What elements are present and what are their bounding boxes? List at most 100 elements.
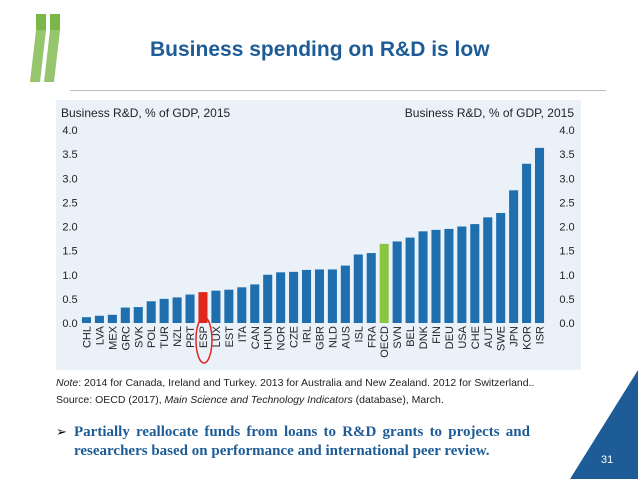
bar-pol [146,301,156,323]
bar-esp [198,292,208,323]
bar-deu [444,228,454,323]
y-tick-right: 1.0 [559,270,574,282]
x-tick-label: GBR [314,326,326,350]
note-label: Note [56,377,79,389]
bar-grc [120,307,130,323]
x-tick-label: KOR [522,326,534,350]
x-tick-label: EST [224,326,236,348]
page-number: 31 [601,454,614,466]
chart-note: Note: 2014 for Canada, Ireland and Turke… [56,375,586,409]
y-tick-left: 4.0 [62,125,77,137]
x-tick-label: SVN [392,326,404,349]
x-tick-label: ITA [237,325,249,342]
x-tick-label: CHE [470,326,482,349]
bar-oecd [379,243,389,323]
x-tick-label: NLD [327,326,339,348]
esp-highlight-circle [195,316,213,364]
y-tick-left: 2.5 [62,197,77,209]
bar-cze [289,271,299,323]
bar-isl [353,254,363,323]
x-tick-label: AUS [340,326,352,349]
y-tick-right: 2.0 [559,222,574,234]
bar-chl [81,317,92,323]
bar-est [224,289,234,323]
bar-irl [301,269,312,323]
y-tick-left: 0.5 [62,294,77,306]
x-tick-label: BEL [405,326,417,347]
bar-tur [159,298,169,323]
x-tick-label: PRT [185,326,197,348]
x-tick-label: SVK [133,325,145,348]
x-tick-label: TUR [159,326,171,349]
bar-che [470,224,480,323]
x-tick-label: LVA [94,325,106,345]
x-tick-label: JPN [509,326,521,347]
logo-stripe-4 [44,30,60,82]
y-tick-right: 2.5 [559,197,574,209]
bar-nld [327,269,337,323]
bar-mex [107,314,117,323]
bar-aut [483,217,493,323]
bar-chart: Business R&D, % of GDP, 2015 Business R&D… [61,106,575,364]
bar-fra [366,253,376,323]
y-tick-left: 3.0 [62,173,77,185]
y-tick-right: 0.5 [559,294,574,306]
bar-prt [185,294,195,323]
chart-panel: Business R&D, % of GDP, 2015 Business R&D… [56,100,581,370]
logo-stripe-1 [36,14,46,30]
y-tick-right: 0.0 [559,318,574,330]
bar-swe [496,212,506,323]
x-tick-label: ESP [198,326,210,348]
bar-nzl [172,297,182,323]
bar-jpn [509,190,519,323]
x-tick-label: OECD [379,326,391,358]
x-tick-label: CAN [250,326,262,349]
note-line: Note: 2014 for Canada, Ireland and Turke… [56,375,586,392]
title-divider [70,90,606,91]
oecd-logo [30,14,60,82]
y-tick-right: 3.5 [559,149,574,161]
bar-svk [133,307,143,323]
x-tick-label: CHL [81,326,93,348]
x-tick-label: SWE [496,326,508,351]
x-tick-label: FRA [366,325,378,348]
x-tick-label: DEU [444,326,456,349]
bar-isr [534,147,545,323]
source-suffix: (database), March. [352,394,444,406]
x-tick-label: FIN [431,326,443,344]
x-tick-label: CZE [289,326,301,348]
x-tick-label: IRL [302,326,314,343]
bullet-text: Partially reallocate funds from loans to… [74,424,530,459]
corner-decoration [570,370,638,479]
bar-bel [405,237,415,323]
slide-title: Business spending on R&D is low [150,38,490,61]
bar-aus [340,265,350,323]
bar-nor [276,272,286,323]
bar-dnk [418,231,428,323]
x-tick-label: GRC [120,326,132,351]
logo-stripe-3 [30,30,46,82]
x-tick-label: HUN [263,326,275,350]
x-tick-label: AUT [483,326,495,348]
y-tick-right: 3.0 [559,173,574,185]
x-tick-label: LUX [211,325,223,347]
y-tick-left: 1.5 [62,246,77,258]
bullet-point: ➢ Partially reallocate funds from loans … [56,423,530,461]
bar-usa [457,226,467,323]
bar-can [250,284,260,323]
bar-lva [94,315,104,323]
source-line: Source: OECD (2017), Main Science and Te… [56,392,586,409]
bar-fin [431,229,441,323]
bar-kor [522,163,532,323]
corner-triangle [570,370,638,479]
bar-hun [263,274,273,323]
note-text: : 2014 for Canada, Ireland and Turkey. 2… [78,377,535,389]
x-tick-label: USA [457,325,469,348]
y-tick-left: 0.0 [62,318,77,330]
x-tick-label: ISR [535,326,547,344]
y-tick-right: 4.0 [559,125,574,137]
bar-svn [392,241,402,323]
y-tick-left: 3.5 [62,149,77,161]
logo-stripe-2 [50,14,60,30]
source-title: Main Science and Technology Indicators [164,394,353,406]
